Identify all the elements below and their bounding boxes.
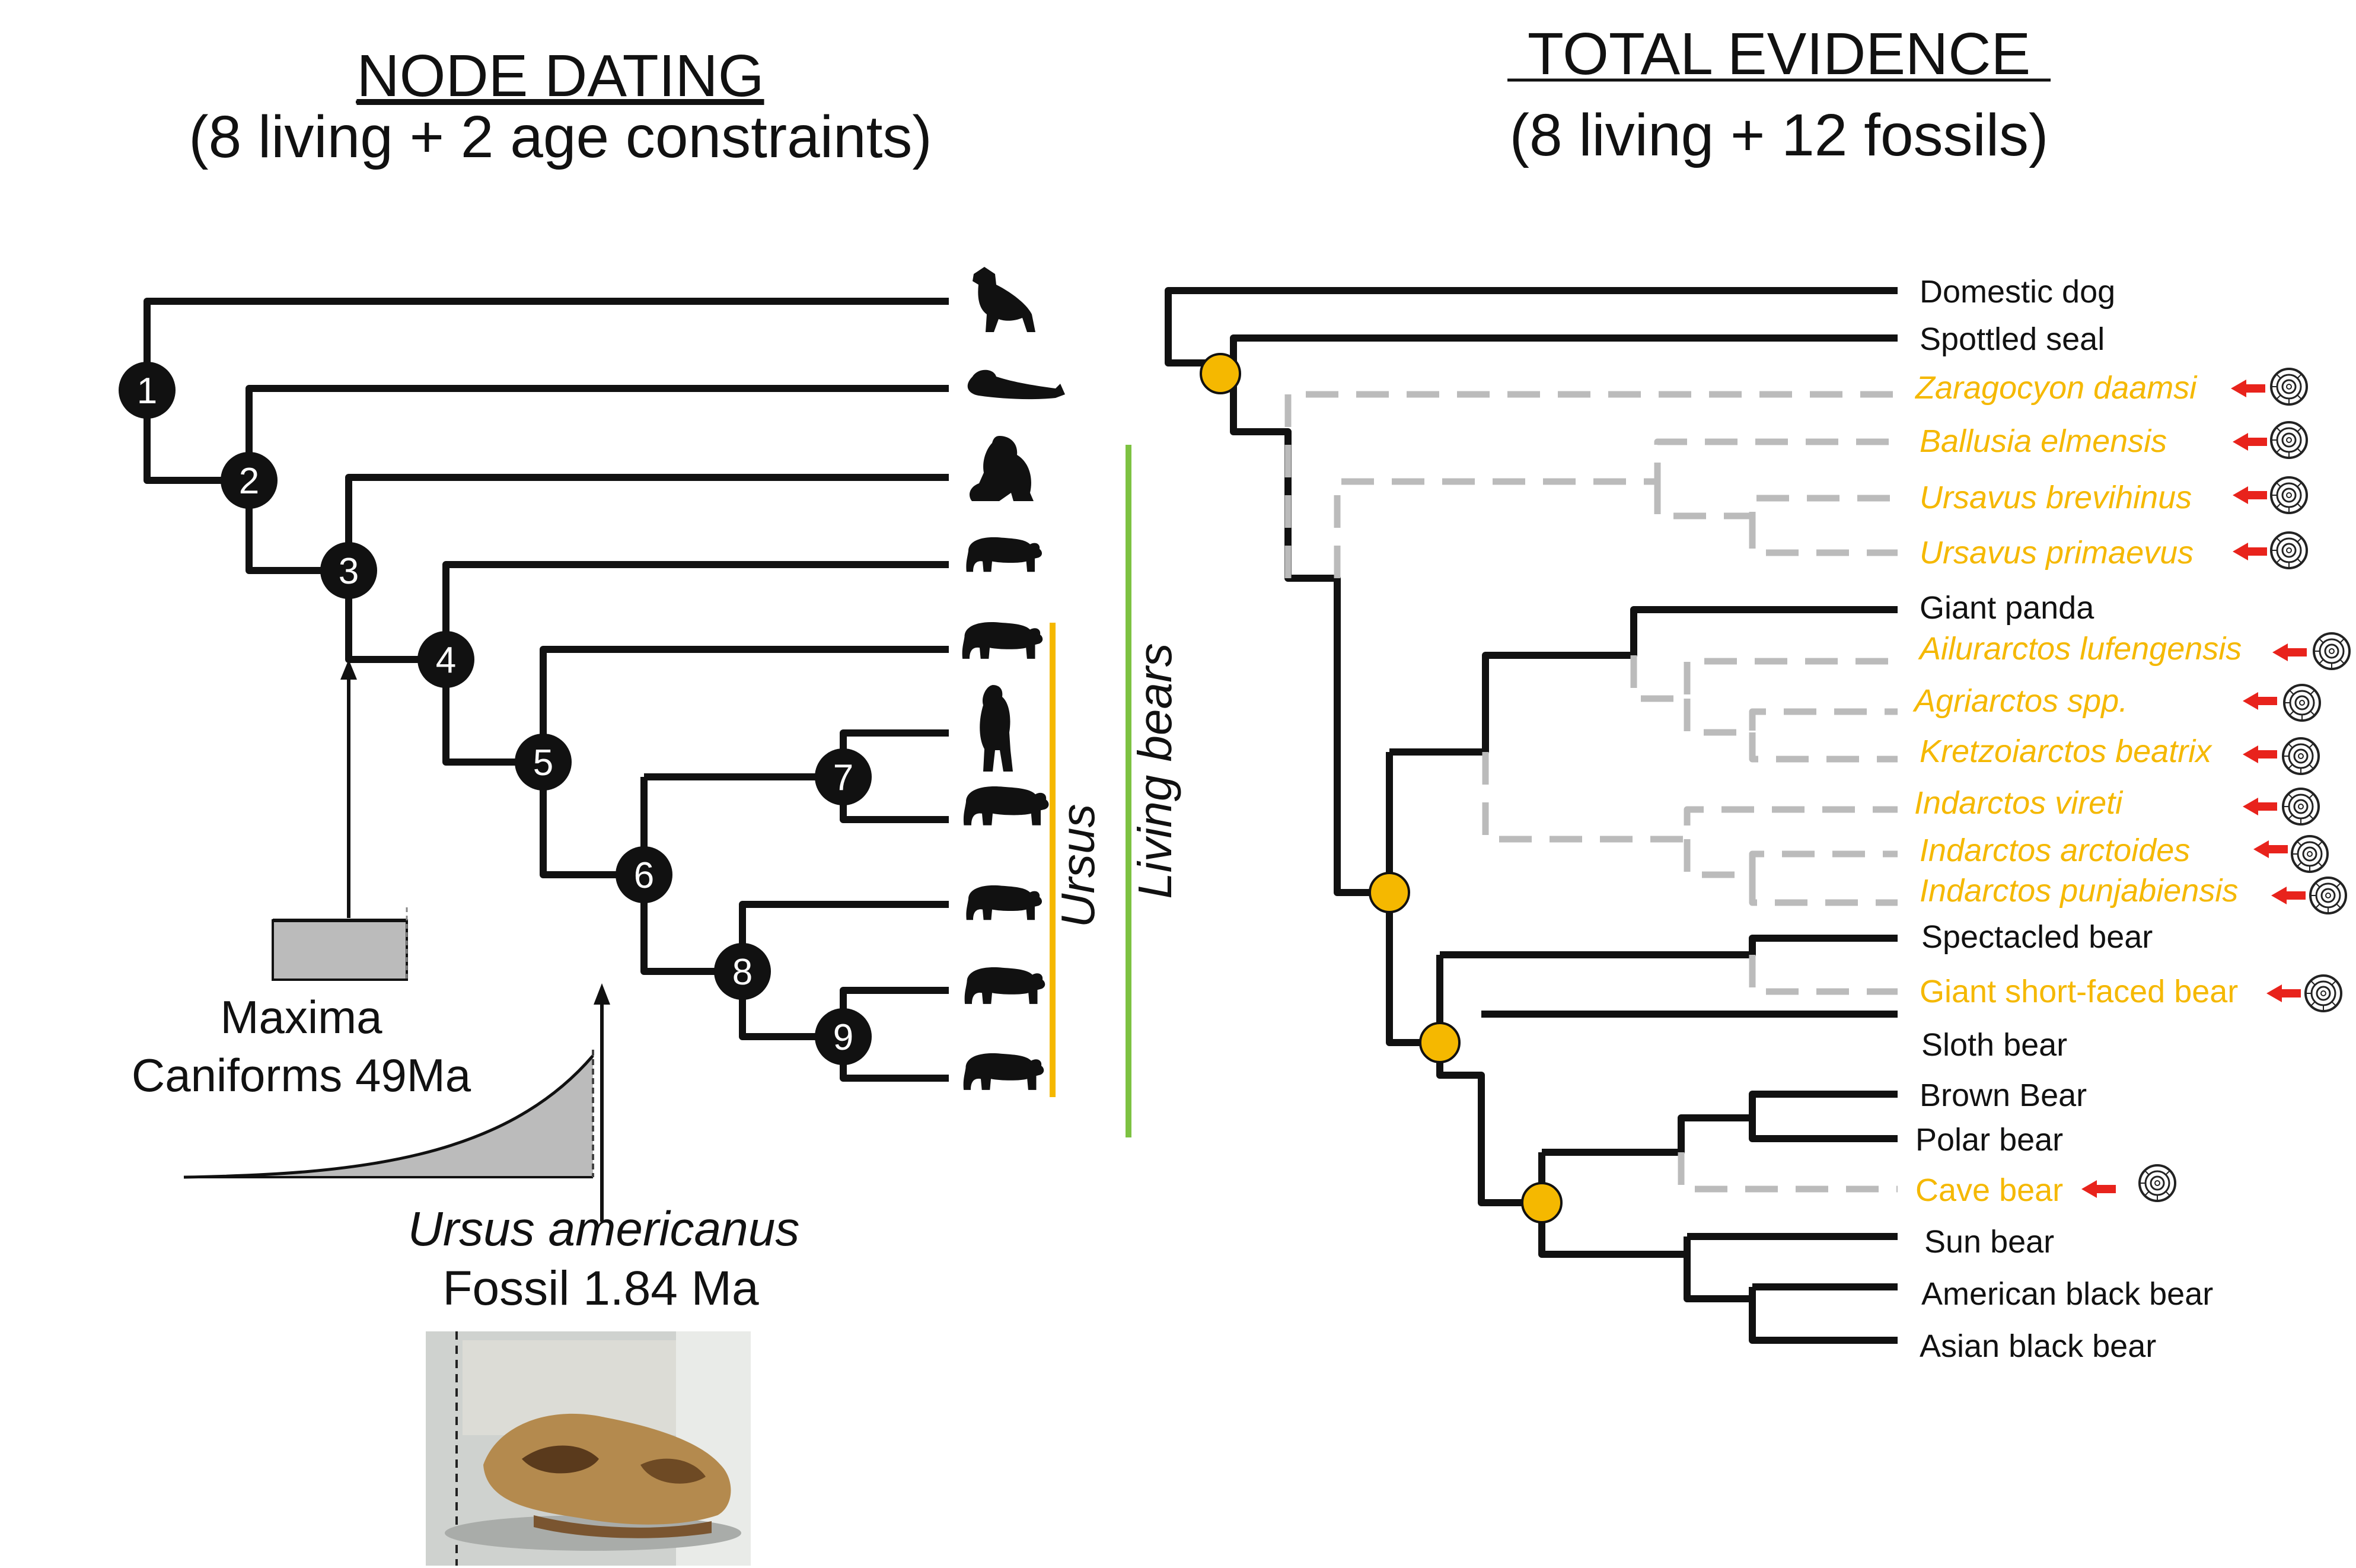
arrow-icon [2233,543,2267,560]
taxon-label: Spectacled bear [1921,919,2153,955]
ursus-label: Ursus [1051,804,1104,928]
ammonite-icon [2283,684,2321,722]
taxon-label: Ballusia elmensis [1920,423,2167,459]
black-bear-icon [964,967,1045,1004]
taxon-label: Asian black bear [1920,1328,2156,1364]
node-1: 1 [119,362,176,419]
ammonite-icon [2270,368,2308,406]
ammonite-icon [2282,737,2320,775]
arrow-icon [2272,643,2307,661]
seal-icon [967,369,1065,400]
svg-text:3: 3 [339,551,359,592]
taxon-label: Polar bear [1915,1122,2063,1158]
fossil-age-label: Fossil 1.84 Ma [442,1261,759,1315]
ammonite-icon [2270,421,2308,459]
taxon-label: Giant short-faced bear [1920,974,2238,1009]
maxima-constraint: Maxima Caniforms 49Ma [132,659,471,1101]
node-dating-nodes: 1 2 3 4 5 6 7 8 9 [119,362,872,1065]
node-3: 3 [320,542,377,599]
sloth-bear-icon [962,622,1043,659]
taxon-label: Ursavus brevihinus [1920,480,2192,515]
node-dating-title: NODE DATING [356,43,764,109]
arrow-icon [2081,1180,2116,1198]
taxon-label: Giant panda [1920,590,2094,626]
panda-icon [970,436,1034,501]
taxon-label: Sloth bear [1921,1027,2067,1063]
taxon-label: Brown Bear [1920,1078,2087,1113]
arrow-icon [2243,745,2277,763]
node-dating-subtitle: (8 living + 2 age constraints) [189,104,932,170]
caniforms-label: Caniforms 49Ma [132,1049,471,1101]
svg-text:4: 4 [436,640,456,681]
taxon-label: Ursavus primaevus [1920,535,2194,571]
node-9: 9 [815,1008,872,1065]
node-4: 4 [417,631,474,688]
taxon-label: Indarctos vireti [1914,785,2124,821]
node-dating-tree [144,298,949,1082]
taxon-label: Zaragocyon daamsi [1914,370,2198,406]
sun-bear-icon [966,885,1042,920]
arrow-icon [2253,840,2288,858]
ammonite-icon [2138,1164,2176,1202]
node-6: 6 [616,846,672,903]
standing-bear-icon [980,685,1013,772]
taxon-label: American black bear [1921,1276,2213,1312]
silhouettes [962,267,1065,1090]
ammonite-icon [2270,531,2308,569]
polar-bear-icon [963,786,1049,826]
taxon-label: Sun bear [1924,1224,2054,1260]
svg-text:8: 8 [732,952,753,993]
spectacled-bear-icon [966,537,1042,572]
svg-text:9: 9 [833,1017,853,1058]
ammonite-icon [2309,877,2347,914]
node-2: 2 [221,452,278,509]
maxima-label: Maxima [220,991,382,1043]
total-evidence-panel: TOTAL EVIDENCE (8 living + 12 fossils) [1165,21,2351,1364]
taxon-label: Domestic dog [1920,274,2115,310]
te-living-branches [1165,287,1898,1344]
arrow-icon [2271,887,2306,904]
asian-black-bear-icon [963,1053,1044,1090]
total-evidence-subtitle: (8 living + 12 fossils) [1510,102,2049,168]
svg-text:5: 5 [533,742,553,783]
fossil-species-name: Ursus americanus [408,1202,800,1256]
te-fossil-branches [1284,391,1898,1193]
arrow-icon [2233,433,2267,451]
taxon-label: Agriarctos spp. [1912,683,2128,719]
node-8: 8 [714,943,771,1000]
taxon-label: Ailurarctos lufengensis [1918,631,2242,667]
ammonite-icon [2304,974,2342,1012]
node-7: 7 [815,748,872,805]
wolf-icon [973,267,1035,332]
ammonite-icon [2313,632,2351,670]
svg-text:1: 1 [137,371,157,412]
svg-text:7: 7 [833,757,853,798]
arrow-icon [2233,486,2267,504]
node-5: 5 [515,734,572,791]
taxon-label: Spottled seal [1920,321,2105,357]
arrow-icon [2243,692,2277,710]
te-calibration-nodes [1200,353,1563,1223]
fossil-skull-photo [426,1331,751,1566]
taxon-label: Cave bear [1915,1172,2063,1208]
living-bears-label: Living bears [1128,643,1181,898]
te-taxa-labels: Domestic dog Spottled seal Zaragocyon da… [1912,274,2242,1364]
ammonite-icon [2282,788,2320,826]
ammonite-icon [2270,476,2308,514]
ammonite-icon [2291,835,2329,873]
arrow-icon [2243,798,2277,815]
taxon-label: Indarctos arctoides [1920,833,2190,868]
total-evidence-title: TOTAL EVIDENCE [1528,21,2030,87]
svg-text:2: 2 [239,461,259,502]
taxon-label: Indarctos punjabiensis [1920,873,2238,909]
arrow-icon [2266,984,2301,1002]
node-dating-panel: NODE DATING (8 living + 2 age constraint… [119,43,1181,1566]
svg-text:6: 6 [634,855,654,896]
taxon-label: Kretzoiarctos beatrix [1920,734,2212,769]
fossil-prior: Ursus americanus Fossil 1.84 Ma [183,983,800,1315]
arrow-icon [2231,380,2265,397]
